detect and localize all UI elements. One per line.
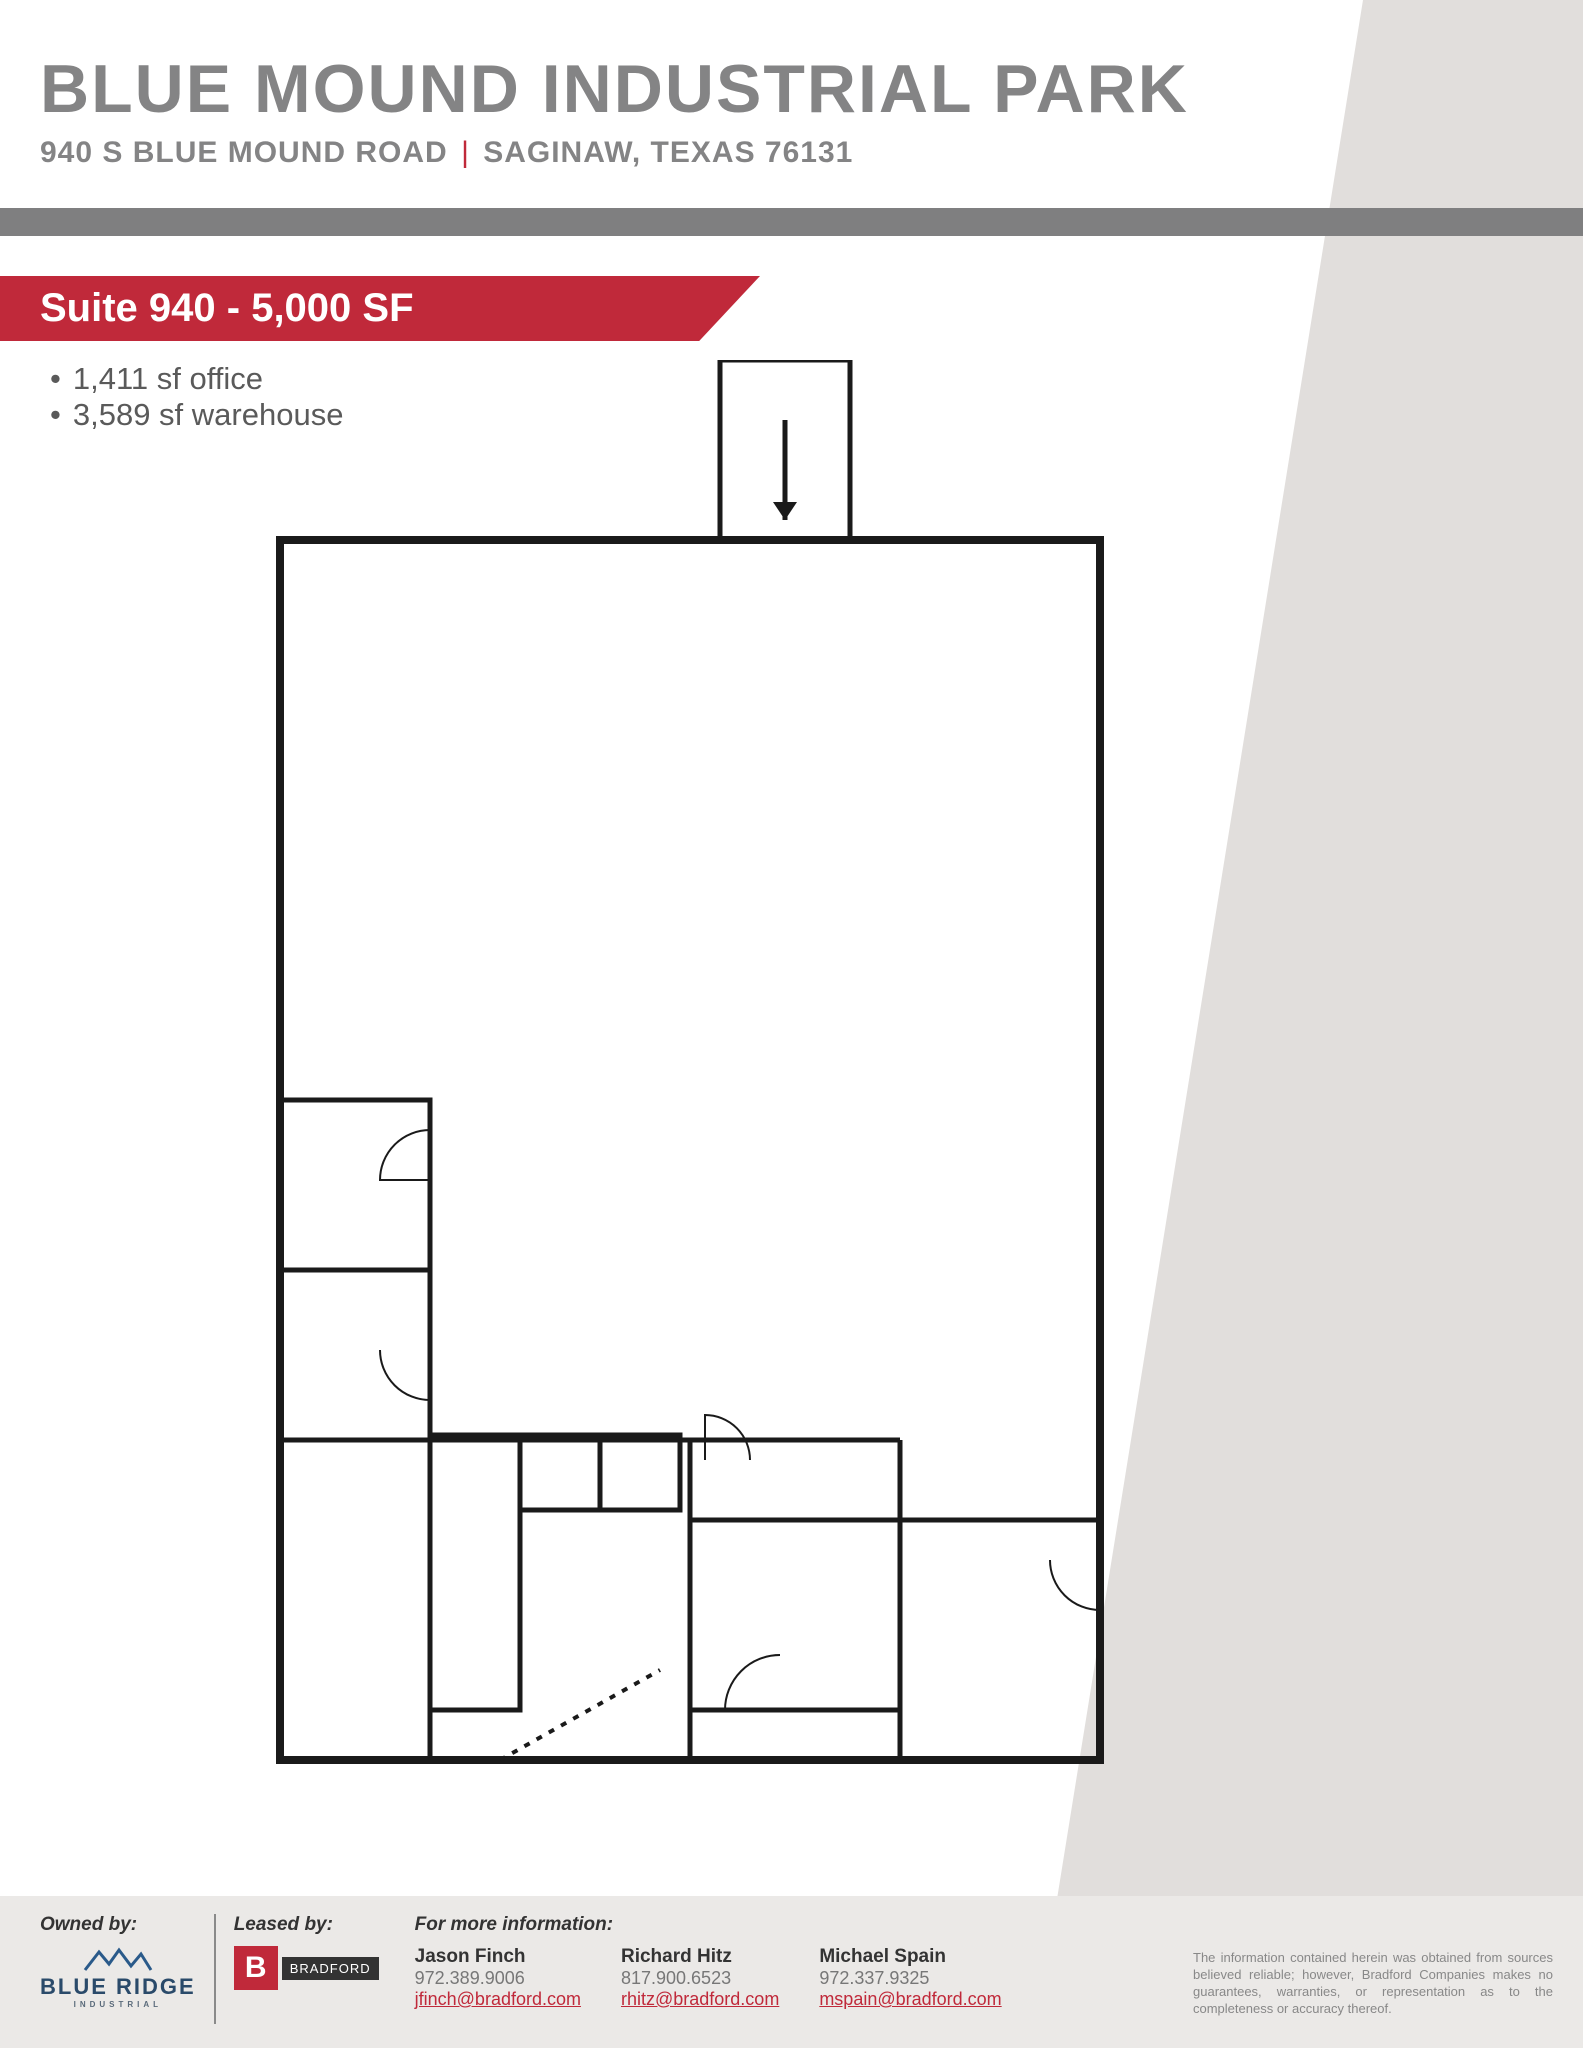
leased-by-section: Leased by: B BRADFORD [214, 1914, 397, 2024]
floorplan-diagram [240, 360, 1240, 1840]
owned-by-label: Owned by: [40, 1914, 196, 1936]
blue-ridge-sub: INDUSTRIAL [74, 2000, 162, 2009]
contact-name: Jason Finch [415, 1946, 581, 1968]
suite-banner: Suite 940 - 5,000 SF [0, 276, 760, 341]
contact-name: Richard Hitz [621, 1946, 779, 1968]
bradford-logo: B BRADFORD [234, 1946, 379, 1990]
contact-email[interactable]: rhitz@bradford.com [621, 1989, 779, 2010]
blue-ridge-logo: BLUE RIDGE INDUSTRIAL [40, 1946, 196, 2009]
address-street: 940 S BLUE MOUND ROAD [40, 136, 448, 169]
owned-by-section: Owned by: BLUE RIDGE INDUSTRIAL [30, 1914, 214, 2024]
leased-by-label: Leased by: [234, 1914, 379, 1936]
mountain-icon [83, 1946, 153, 1972]
bradford-name: BRADFORD [282, 1957, 379, 1980]
contact-name: Michael Spain [819, 1946, 1001, 1968]
page-title: BLUE MOUND INDUSTRIAL PARK [40, 50, 1583, 128]
address-city: SAGINAW, TEXAS 76131 [483, 136, 853, 169]
contact-phone: 972.337.9325 [819, 1968, 1001, 1989]
contact-email[interactable]: mspain@bradford.com [819, 1989, 1001, 2010]
page-address: 940 S BLUE MOUND ROAD | SAGINAW, TEXAS 7… [40, 136, 1583, 170]
divider-bar [0, 208, 1583, 236]
contact-phone: 817.900.6523 [621, 1968, 779, 1989]
contact-0: Jason Finch 972.389.9006 jfinch@bradford… [415, 1946, 581, 2010]
contacts-section: For more information: Jason Finch 972.38… [397, 1914, 1020, 2024]
contacts-row: Jason Finch 972.389.9006 jfinch@bradford… [415, 1946, 1002, 2010]
page-header: BLUE MOUND INDUSTRIAL PARK 940 S BLUE MO… [0, 0, 1583, 190]
contact-email[interactable]: jfinch@bradford.com [415, 1989, 581, 2010]
contact-phone: 972.389.9006 [415, 1968, 581, 1989]
info-label: For more information: [415, 1914, 1002, 1936]
disclaimer-text: The information contained herein was obt… [1193, 1914, 1553, 2018]
contact-1: Richard Hitz 817.900.6523 rhitz@bradford… [621, 1946, 779, 2010]
address-separator: | [457, 136, 474, 169]
contact-2: Michael Spain 972.337.9325 mspain@bradfo… [819, 1946, 1001, 2010]
bradford-b-icon: B [234, 1946, 278, 1990]
page-footer: Owned by: BLUE RIDGE INDUSTRIAL Leased b… [0, 1896, 1583, 2048]
blue-ridge-name: BLUE RIDGE [40, 1974, 196, 2000]
